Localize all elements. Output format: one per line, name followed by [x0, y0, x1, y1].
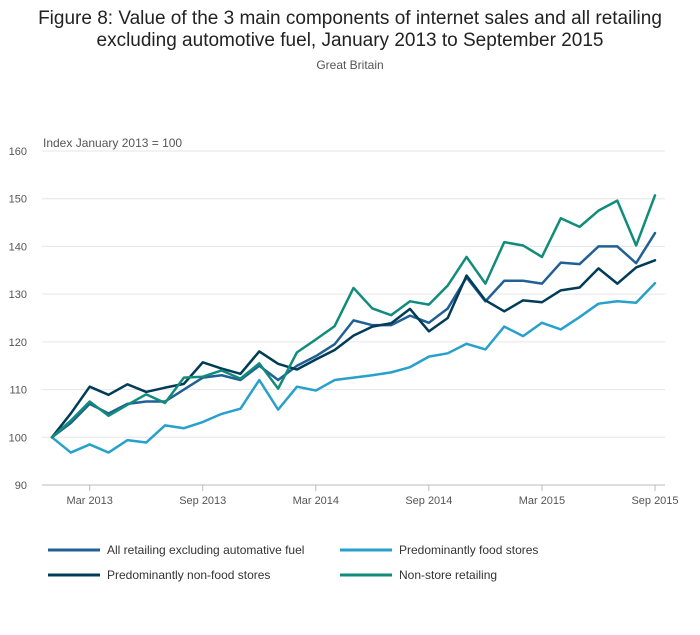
y-tick-label: 130	[9, 289, 27, 301]
x-tick-label: Sep 2014	[405, 495, 452, 507]
x-tick-label: Mar 2014	[293, 495, 339, 507]
series-line	[50, 259, 657, 439]
y-tick-label: 120	[9, 337, 27, 349]
chart-title: Figure 8: Value of the 3 main components…	[38, 8, 662, 51]
y-axis-label: Index January 2013 = 100	[43, 136, 182, 150]
legend-item[interactable]: All retailing excluding automative fuel	[48, 543, 304, 557]
series-lines	[50, 194, 657, 454]
y-tick-label: 160	[9, 146, 27, 158]
y-tick-label: 90	[15, 480, 27, 492]
y-tick-label: 150	[9, 194, 27, 206]
legend-label: Non-store retailing	[399, 568, 497, 582]
x-axis: Mar 2013 Sep 2013 Mar 2014 Sep 2014 Mar 2015…	[66, 485, 679, 507]
x-tick-label: Sep 2013	[179, 495, 226, 507]
series-line	[50, 231, 657, 439]
legend: All retailing excluding automative fuel P…	[48, 543, 538, 582]
x-tick-label: Sep 2015	[631, 495, 678, 507]
series-line	[50, 281, 657, 454]
legend-item[interactable]: Non-store retailing	[340, 568, 497, 582]
legend-item[interactable]: Predominantly food stores	[340, 543, 538, 557]
legend-label: All retailing excluding automative fuel	[107, 543, 304, 557]
gridlines	[42, 150, 665, 486]
legend-label: Predominantly non-food stores	[107, 568, 270, 582]
y-tick-label: 140	[9, 241, 27, 253]
chart-subtitle: Great Britain	[316, 58, 384, 72]
y-tick-label: 100	[9, 432, 27, 444]
y-tick-label: 110	[9, 385, 27, 397]
legend-label: Predominantly food stores	[399, 543, 538, 557]
legend-item[interactable]: Predominantly non-food stores	[48, 568, 270, 582]
x-tick-label: Mar 2013	[66, 495, 112, 507]
series-line	[50, 194, 657, 439]
y-axis-ticks: 90 100 110 120 130 140 150 160	[9, 146, 27, 492]
x-tick-label: Mar 2015	[519, 495, 565, 507]
